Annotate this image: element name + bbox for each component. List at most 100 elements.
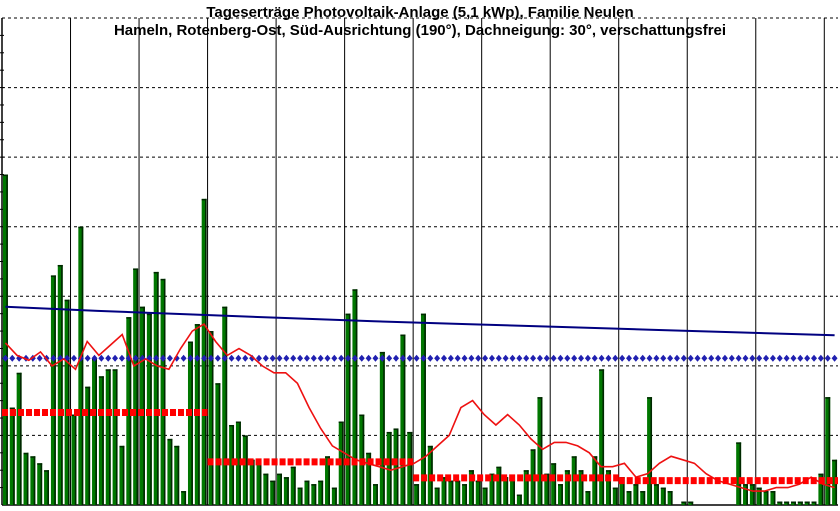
bar-top [366, 452, 372, 455]
average-marker [434, 354, 441, 362]
average-marker [475, 354, 482, 362]
line-layer [2, 305, 838, 492]
bar-top [777, 501, 783, 504]
bar-shadow [88, 386, 91, 505]
bar [551, 463, 557, 505]
bar [496, 466, 502, 505]
bar-shadow [328, 456, 330, 505]
average-marker [2, 354, 9, 362]
bar-top [44, 470, 50, 472]
bar-top [414, 484, 420, 486]
bar-top [496, 466, 502, 469]
bar-top [427, 445, 433, 448]
bar-shadow [321, 480, 324, 505]
bar [825, 397, 831, 505]
average-marker [132, 354, 139, 362]
bar-shadow [95, 358, 97, 505]
bar-shadow [451, 480, 454, 505]
average-marker [208, 354, 214, 362]
bar [482, 487, 488, 505]
bar-top [530, 449, 536, 451]
bar [256, 463, 262, 505]
bar [297, 487, 303, 505]
bar-top [325, 456, 330, 458]
bar [2, 174, 8, 506]
average-marker [70, 354, 77, 362]
bar-shadow [170, 438, 173, 505]
bar-shadow [561, 484, 563, 505]
bar-shadow [636, 484, 639, 505]
bar [667, 491, 673, 505]
bar [516, 494, 522, 505]
chart-title: Tageserträge Photovoltaik-Anlage (5,1 kW… [206, 4, 633, 21]
bar-top [516, 494, 522, 497]
bar-shadow [33, 456, 36, 505]
bar-shadow [554, 463, 557, 505]
bar-top [832, 459, 838, 462]
bar-shadow [547, 473, 550, 505]
bar-shadow [650, 397, 653, 505]
average-marker [530, 354, 537, 362]
bar [30, 456, 36, 505]
average-marker [345, 354, 352, 362]
average-marker [694, 354, 701, 362]
bar [140, 306, 145, 505]
bar [503, 477, 509, 505]
average-marker [831, 354, 838, 362]
bar-top [578, 470, 584, 472]
bar-top [756, 487, 762, 490]
average-marker [763, 354, 770, 362]
bar-shadow [211, 331, 214, 505]
bar-shadow [396, 428, 399, 505]
average-marker [461, 354, 468, 362]
average-marker [413, 354, 420, 362]
bar-top [187, 341, 193, 344]
average-marker [221, 354, 228, 362]
bar-shadow [485, 487, 488, 505]
bar-shadow [177, 445, 180, 505]
bar-shadow [74, 414, 77, 505]
bar [832, 459, 838, 505]
bar-top [167, 438, 173, 441]
average-marker [543, 354, 550, 362]
bar-top [825, 397, 831, 399]
bar-shadow [794, 501, 796, 505]
bar-top [201, 198, 207, 201]
bar [201, 198, 207, 505]
average-marker [440, 354, 447, 362]
bar-top [379, 351, 385, 354]
bar-shadow [821, 473, 824, 505]
bar [85, 386, 91, 505]
bar [818, 473, 824, 505]
bar [153, 271, 159, 505]
bar-shadow [102, 376, 104, 505]
bar-top [482, 487, 488, 490]
bar [777, 501, 783, 505]
average-marker [393, 354, 400, 362]
bar [311, 484, 317, 505]
bar [379, 351, 385, 505]
average-marker [324, 354, 331, 362]
bar [763, 491, 769, 505]
average-marker [721, 354, 728, 362]
bar-top [57, 264, 63, 267]
bar-top [194, 324, 200, 326]
bar-top [585, 491, 591, 493]
bar-top [140, 306, 145, 309]
bar-top [119, 445, 125, 448]
bar-top [564, 470, 570, 472]
average-marker [667, 354, 674, 362]
bar-shadow [828, 397, 831, 505]
bar-top [229, 424, 235, 427]
bar [119, 445, 125, 505]
average-marker [509, 354, 516, 362]
bar-top [242, 435, 248, 437]
bar-top [352, 289, 358, 291]
bar [530, 449, 536, 505]
bar-shadow [13, 407, 15, 505]
average-marker [673, 354, 680, 362]
bar [585, 491, 591, 505]
bar-shadow [527, 470, 529, 505]
bar [181, 491, 187, 505]
